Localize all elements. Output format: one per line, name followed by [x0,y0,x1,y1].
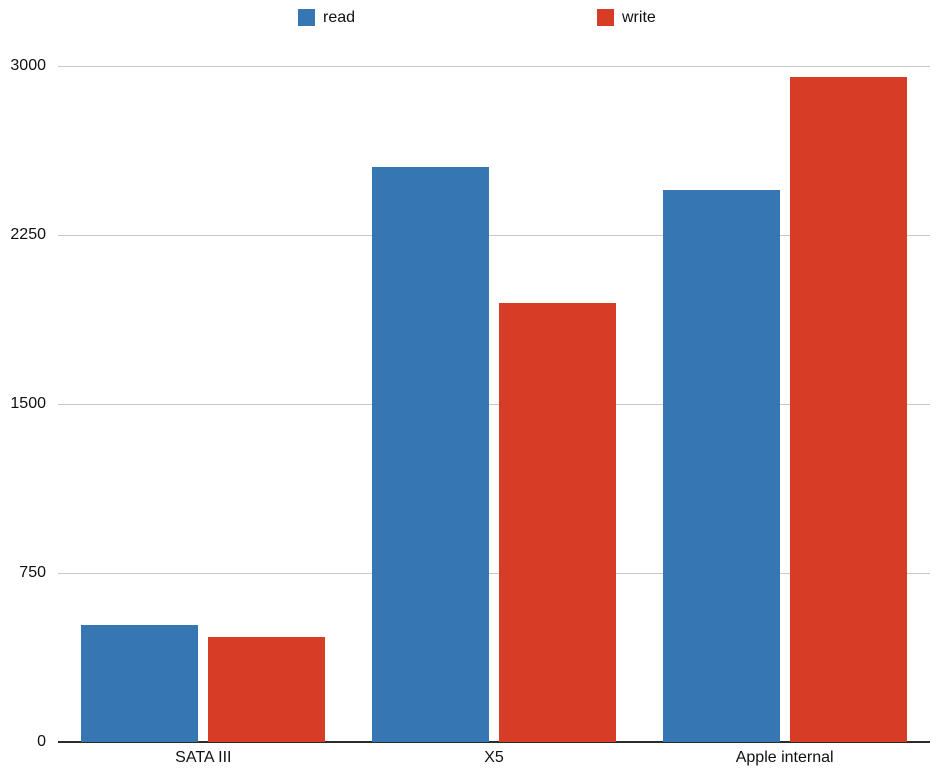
bar-write-sata-iii [208,637,326,742]
write-series-swatch [597,8,614,26]
legend-item-read: read [298,8,355,26]
bar-read-x5 [372,167,489,742]
plot-area [58,66,930,743]
x-axis-label-x5: X5 [484,749,504,766]
legend-label-read: read [323,8,356,26]
read-series-swatch [298,8,315,26]
legend-item-write: write [597,8,656,26]
gridline-2250 [58,235,930,236]
x-axis-label-sata-iii: SATA III [175,749,232,766]
bar-write-x5 [499,302,616,742]
legend-label-write: write [622,8,656,26]
gridline-750 [58,573,930,574]
y-axis-label-1500: 1500 [10,395,46,412]
bar-read-apple-internal [662,189,780,742]
y-axis-label-750: 750 [19,564,46,581]
bar-read-sata-iii [81,624,199,742]
y-axis-label-0: 0 [37,733,46,750]
x-axis-label-apple-internal: Apple internal [735,749,834,766]
y-axis-label-2250: 2250 [10,226,46,243]
y-axis-label-3000: 3000 [10,57,46,74]
x-axis-line [58,741,930,743]
gridline-3000 [58,66,930,67]
gridline-1500 [58,404,930,405]
bar-write-apple-internal [789,77,907,742]
